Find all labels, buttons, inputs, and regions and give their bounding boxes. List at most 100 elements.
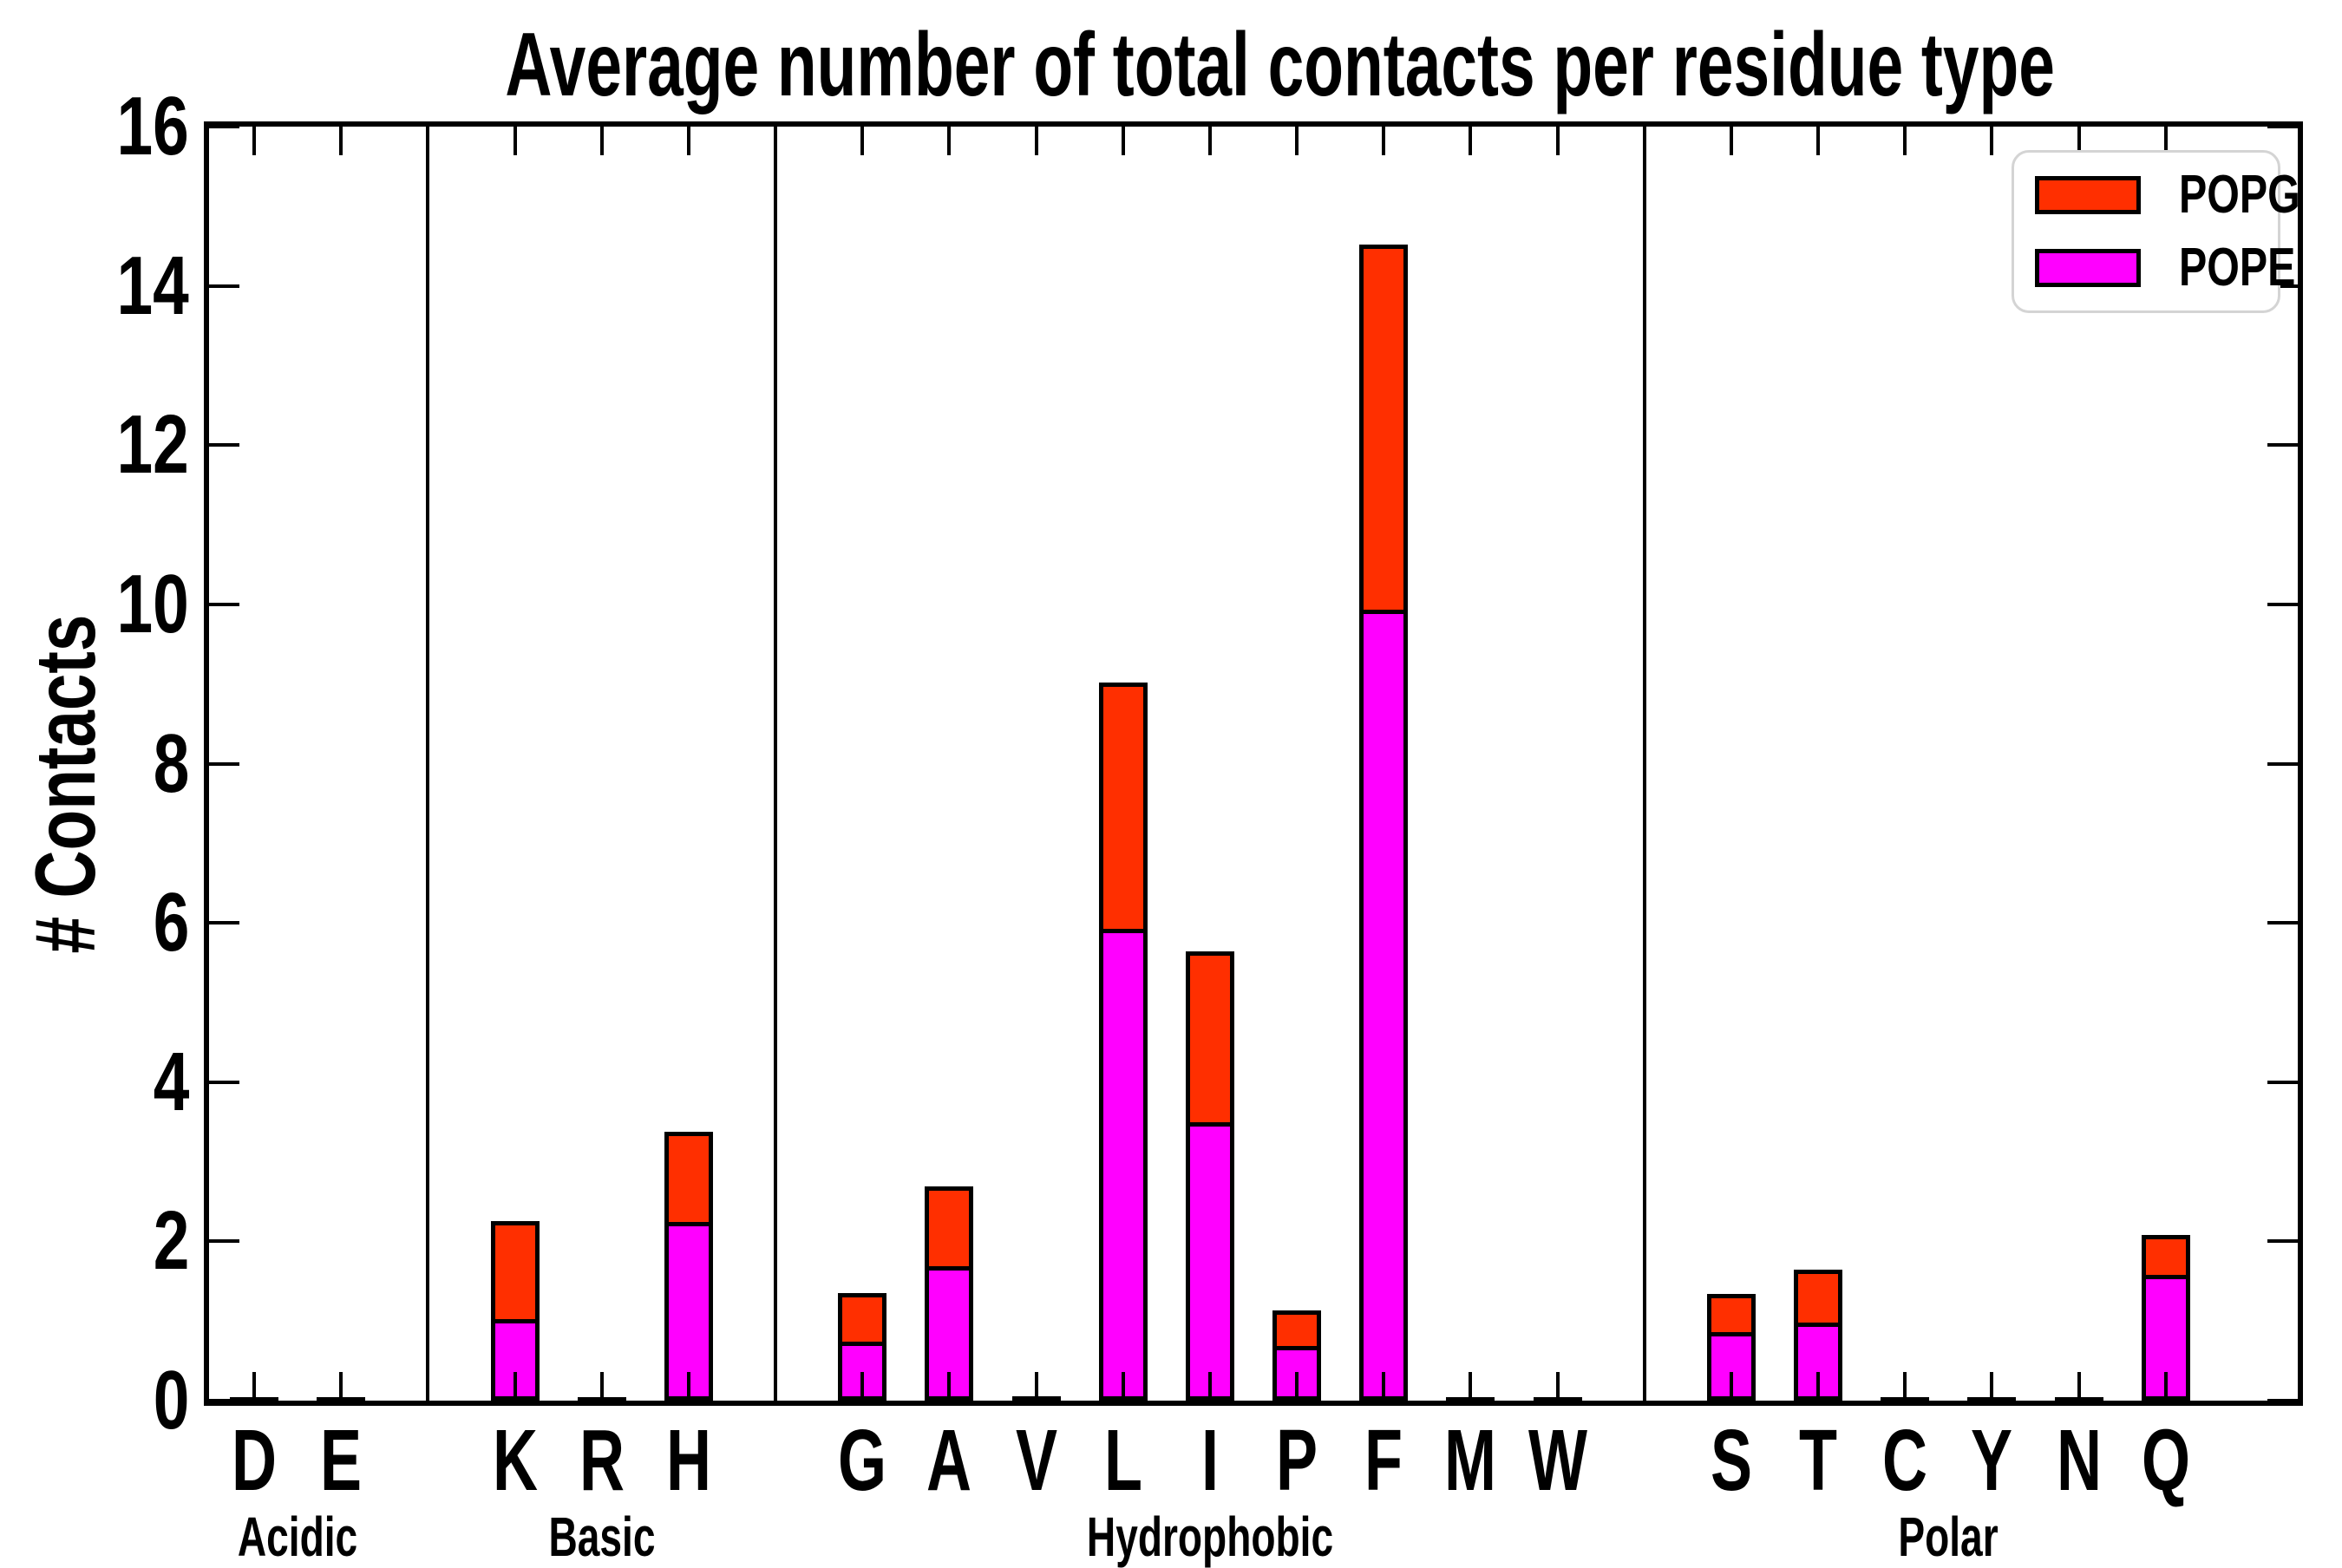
bar-segment-pope-F bbox=[1359, 610, 1409, 1401]
x-tick-bottom bbox=[2077, 1372, 2081, 1401]
y-tick-label: 12 bbox=[0, 403, 189, 487]
y-tick-label-text: 14 bbox=[116, 238, 189, 332]
residue-label-text: W bbox=[1528, 1412, 1587, 1509]
y-tick-right bbox=[2267, 125, 2298, 128]
bar-segment-popg-F bbox=[1359, 244, 1409, 615]
x-tick-bottom bbox=[252, 1372, 257, 1401]
x-tick-top bbox=[686, 127, 690, 155]
y-tick-right bbox=[2267, 1239, 2298, 1244]
bar-segment-popg-S bbox=[1706, 1293, 1756, 1337]
y-tick-right bbox=[2267, 921, 2298, 925]
y-tick-right bbox=[2267, 1399, 2298, 1402]
bar-segment-popg-T bbox=[1794, 1270, 1843, 1328]
residue-label-text: L bbox=[1103, 1412, 1142, 1509]
bar-segment-popg-L bbox=[1098, 682, 1148, 933]
y-tick-label-text: 16 bbox=[116, 80, 189, 173]
bar-segment-popg-P bbox=[1272, 1310, 1322, 1350]
legend: POPG POPE bbox=[2012, 150, 2300, 313]
legend-swatch-popg bbox=[2035, 176, 2141, 214]
bar-segment-popg-Q bbox=[2141, 1235, 2190, 1279]
x-tick-top bbox=[1207, 127, 1212, 155]
y-tick-left bbox=[209, 284, 239, 288]
x-tick-top bbox=[252, 127, 257, 155]
x-tick-bottom bbox=[1990, 1372, 1994, 1401]
y-tick-right bbox=[2267, 761, 2298, 766]
bar-segment-pope-I bbox=[1185, 1121, 1234, 1401]
y-tick-label: 4 bbox=[0, 1035, 189, 1128]
residue-label-C: C bbox=[1874, 1417, 1936, 1504]
residue-label-L: L bbox=[1096, 1417, 1149, 1504]
residue-label-D: D bbox=[223, 1417, 285, 1504]
residue-label-S: S bbox=[1703, 1417, 1761, 1504]
group-separator bbox=[1642, 127, 1646, 1401]
y-tick-left bbox=[209, 125, 239, 128]
y-tick-label-text: 12 bbox=[116, 398, 189, 492]
x-tick-bottom bbox=[513, 1372, 517, 1401]
x-tick-top bbox=[513, 127, 517, 155]
x-tick-bottom bbox=[1903, 1372, 1907, 1401]
bar-T bbox=[1794, 1270, 1843, 1401]
y-tick-left bbox=[209, 1080, 239, 1084]
residue-label-M: M bbox=[1435, 1417, 1507, 1504]
x-tick-top bbox=[1816, 127, 1821, 155]
y-tick-label: 0 bbox=[0, 1359, 189, 1442]
residue-label-H: H bbox=[657, 1417, 720, 1504]
x-tick-bottom bbox=[1034, 1372, 1038, 1401]
residue-label-W: W bbox=[1516, 1417, 1598, 1504]
x-tick-top bbox=[2163, 127, 2168, 155]
x-tick-top bbox=[860, 127, 865, 155]
y-tick-label: 2 bbox=[0, 1199, 189, 1283]
residue-label-R: R bbox=[571, 1417, 633, 1504]
legend-label-popg: POPG bbox=[2179, 165, 2300, 225]
bar-A bbox=[925, 1186, 974, 1401]
x-tick-top bbox=[1382, 127, 1386, 155]
group-label-text: Acidic bbox=[238, 1506, 358, 1568]
residue-label-Q: Q bbox=[2132, 1417, 2200, 1504]
x-tick-bottom bbox=[947, 1372, 952, 1401]
bar-H bbox=[664, 1131, 713, 1401]
bar-segment-popg-A bbox=[925, 1186, 974, 1271]
y-tick-left bbox=[209, 1239, 239, 1244]
residue-label-text: K bbox=[492, 1412, 538, 1509]
y-tick-label-text: 10 bbox=[116, 557, 189, 650]
y-tick-left bbox=[209, 1399, 239, 1402]
legend-label-pope: POPE bbox=[2179, 238, 2296, 297]
x-tick-bottom bbox=[686, 1372, 690, 1401]
x-tick-top bbox=[1990, 127, 1994, 155]
chart-title-text: Average number of total contacts per res… bbox=[505, 15, 2055, 115]
x-tick-top bbox=[947, 127, 952, 155]
bar-F bbox=[1359, 244, 1409, 1401]
residue-label-V: V bbox=[1007, 1417, 1065, 1504]
x-tick-bottom bbox=[1207, 1372, 1212, 1401]
x-tick-bottom bbox=[1295, 1372, 1299, 1401]
bar-segment-popg-K bbox=[490, 1220, 540, 1324]
legend-entry-popg: POPG bbox=[2035, 168, 2300, 222]
y-tick-label: 14 bbox=[0, 238, 189, 332]
plot-area bbox=[204, 121, 2303, 1406]
bar-segment-popg-I bbox=[1185, 951, 1234, 1127]
y-tick-label-text: 4 bbox=[153, 1035, 189, 1128]
bar-K bbox=[490, 1220, 540, 1401]
group-label-polar: Polar bbox=[1879, 1509, 2018, 1565]
y-tick-label-text: 0 bbox=[153, 1354, 189, 1447]
residue-label-text: A bbox=[926, 1412, 972, 1509]
y-tick-left bbox=[209, 921, 239, 925]
residue-label-text: H bbox=[665, 1412, 711, 1509]
residue-label-text: V bbox=[1015, 1412, 1057, 1509]
residue-label-text: F bbox=[1364, 1412, 1403, 1509]
y-tick-label: 6 bbox=[0, 881, 189, 964]
residue-label-E: E bbox=[312, 1417, 370, 1504]
residue-label-text: Y bbox=[1971, 1412, 2013, 1509]
group-label-text: Hydrophobic bbox=[1086, 1506, 1333, 1568]
residue-label-A: A bbox=[918, 1417, 980, 1504]
group-label-hydrophobic: Hydrophobic bbox=[1039, 1509, 1382, 1565]
x-tick-top bbox=[1555, 127, 1560, 155]
residue-label-P: P bbox=[1268, 1417, 1326, 1504]
bar-I bbox=[1185, 951, 1234, 1401]
y-tick-left bbox=[209, 602, 239, 606]
legend-swatch-pope bbox=[2035, 249, 2141, 287]
x-tick-top bbox=[1903, 127, 1907, 155]
residue-label-text: S bbox=[1710, 1412, 1752, 1509]
residue-label-F: F bbox=[1357, 1417, 1410, 1504]
